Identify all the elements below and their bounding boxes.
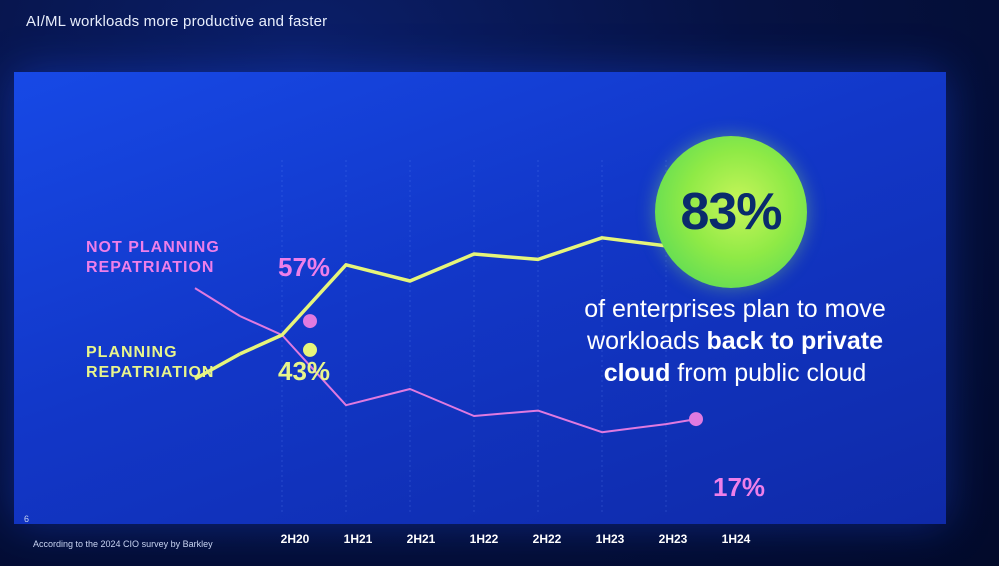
start-value-not-planning: 57% [278,252,331,282]
series-line-not-planning [239,315,667,434]
x-tick-label: 1H21 [343,532,373,546]
highlight-circle: 83% [655,136,807,288]
slide-number: 6 [24,514,30,524]
callout-text-bold: back to private cloud [603,327,883,387]
callout-text-2: from public cloud [670,359,867,387]
footnote: According to the 2024 CIO survey by Bark… [33,539,213,549]
x-tick-label: 1H24 [721,532,751,546]
highlight-number: 83% [680,183,782,241]
legend-planning-text: PLANNING REPATRIATION [86,344,215,381]
series-line-planning-lead-in [194,352,241,381]
start-value-planning: 43% [278,356,331,386]
end-value-not-planning: 17% [713,472,766,502]
legend-not-planning-text: NOT PLANNING REPATRIATION [86,239,220,276]
legend-not-planning: NOT PLANNING REPATRIATION [86,238,266,278]
series-line-planning-start-point [303,342,317,357]
series-line-planning [239,236,667,356]
x-tick-label: 2H21 [406,532,436,546]
series-line-not-planning-lead-in [194,287,241,317]
series-line-not-planning-start-point [303,314,317,329]
x-tick-label: 1H22 [469,532,499,546]
x-tick-label: 2H20 [280,532,310,546]
slide-header-title: AI/ML workloads more productive and fast… [26,13,328,30]
series-line-not-planning-tail [665,418,697,426]
chart-panel [14,72,946,524]
x-tick-label: 2H23 [658,532,688,546]
x-tick-label: 2H22 [532,532,562,546]
x-tick-label: 1H23 [595,532,625,546]
callout-text: of enterprises plan to move workloads ba… [560,293,910,389]
legend-planning: PLANNING REPATRIATION [86,343,266,383]
callout-text-1: of enterprises plan to move workloads [584,295,886,355]
